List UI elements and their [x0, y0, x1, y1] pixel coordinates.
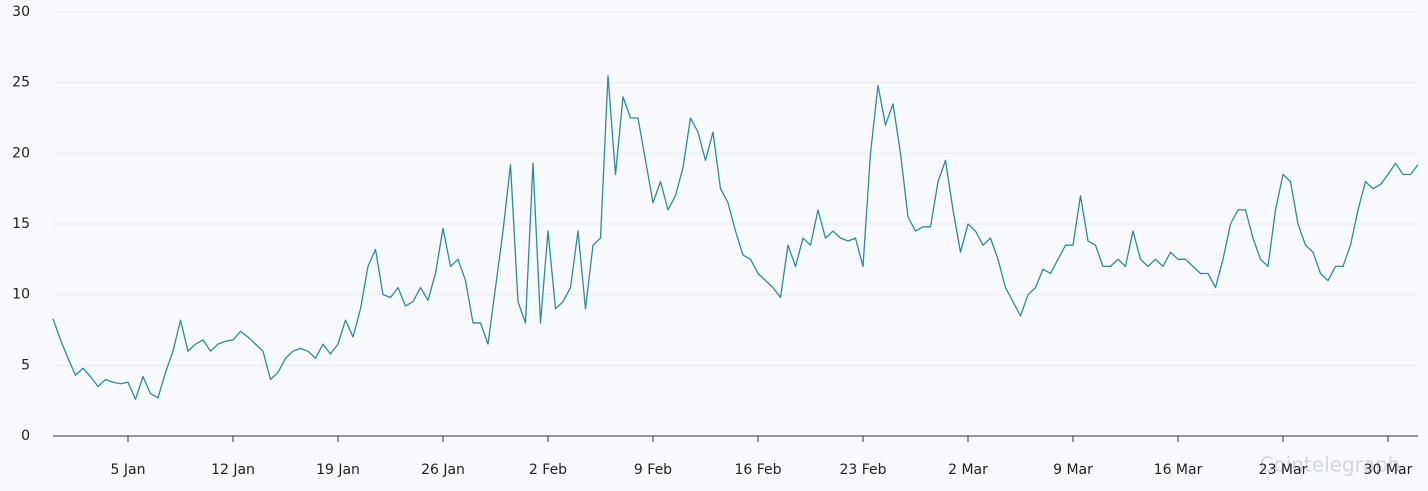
- y-tick-label: 20: [12, 145, 30, 161]
- x-tick-label: 9 Feb: [634, 462, 672, 478]
- watermark: Cointelegraph: [1260, 453, 1401, 477]
- x-tick-label: 23 Mar: [1259, 462, 1308, 478]
- x-tick-label: 5 Jan: [111, 462, 146, 478]
- x-tick-label: 2 Mar: [948, 462, 988, 478]
- x-tick-label: 30 Mar: [1364, 462, 1413, 478]
- y-tick-label: 15: [12, 216, 30, 232]
- x-tick-label: 23 Feb: [839, 462, 886, 478]
- x-tick-label: 12 Jan: [211, 462, 255, 478]
- x-tick-label: 2 Feb: [529, 462, 567, 478]
- y-tick-label: 25: [12, 75, 30, 91]
- x-tick-label: 16 Mar: [1154, 462, 1203, 478]
- line: [52, 74, 1419, 400]
- x-tick-label: 19 Jan: [316, 462, 360, 478]
- y-tick-label: 30: [12, 4, 30, 20]
- y-tick-label: 10: [12, 287, 30, 303]
- y-tick-label: 0: [21, 428, 30, 444]
- x-tick-label: 9 Mar: [1053, 462, 1093, 478]
- x-tick-label: 26 Jan: [421, 462, 465, 478]
- x-tick-label: 16 Feb: [734, 462, 781, 478]
- y-tick-label: 5: [21, 357, 30, 373]
